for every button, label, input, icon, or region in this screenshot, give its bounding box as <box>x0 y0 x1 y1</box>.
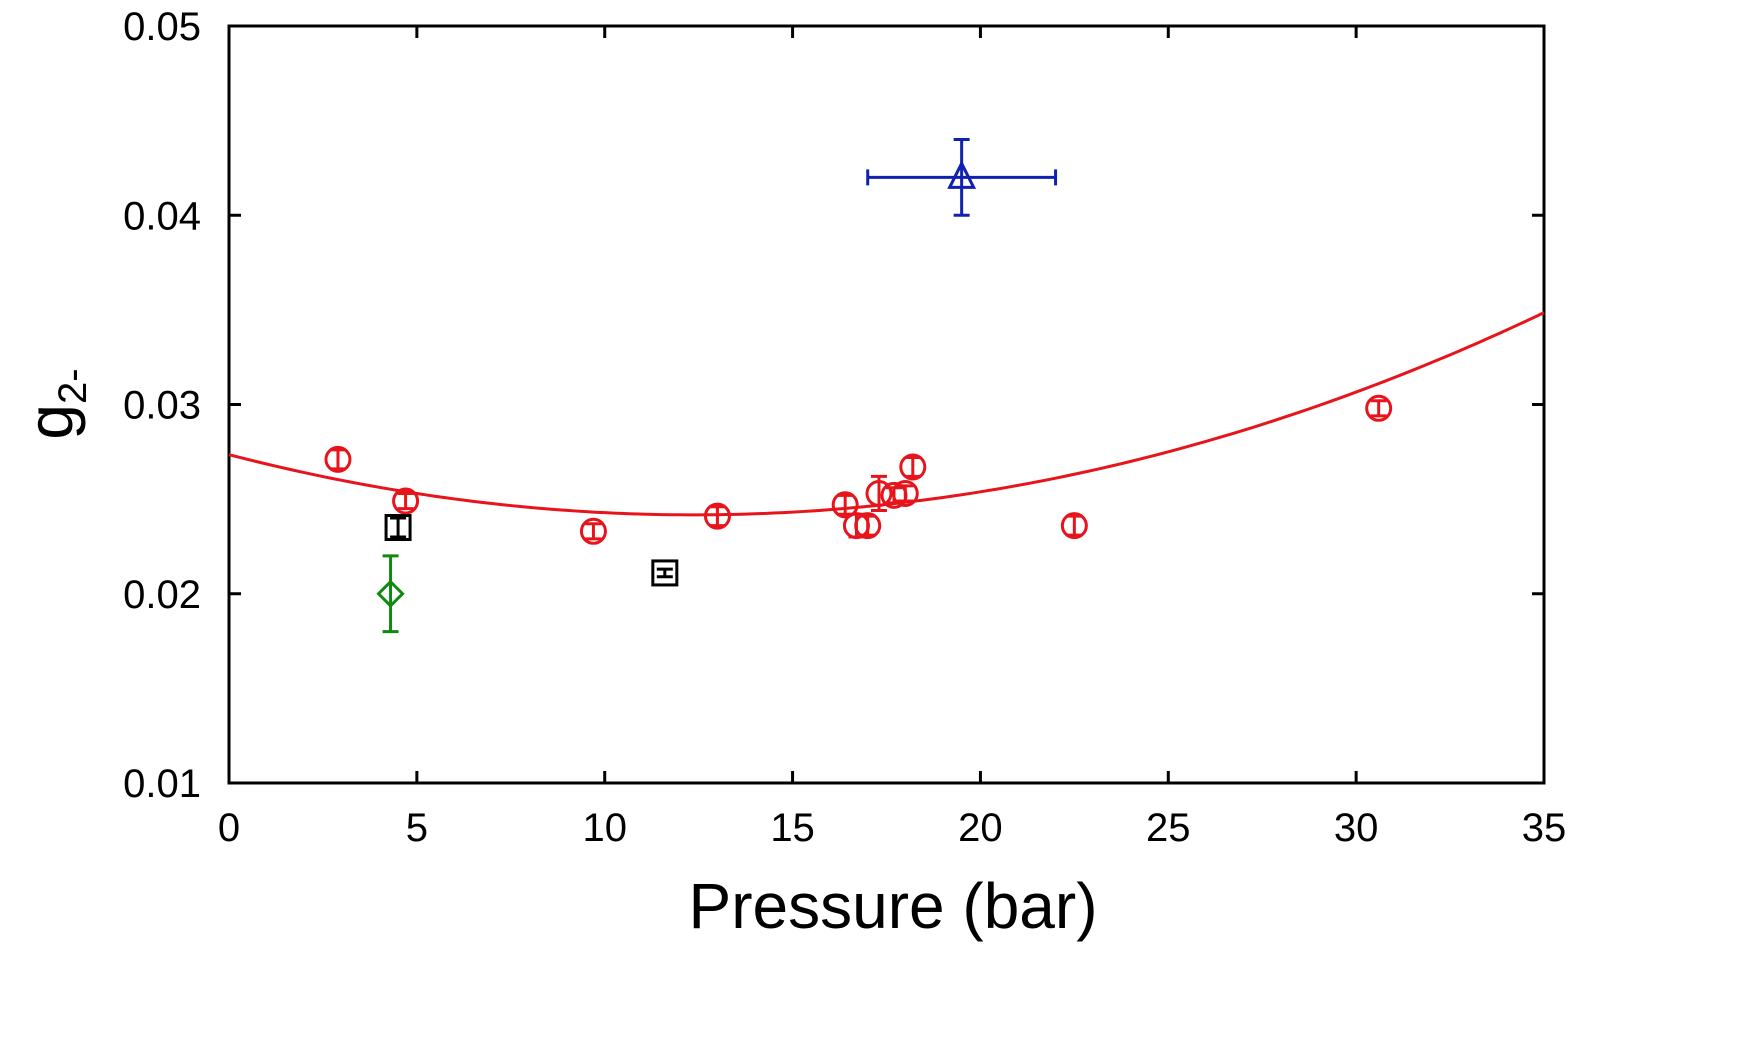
data-point <box>891 479 919 507</box>
data-point <box>384 514 412 542</box>
x-tick-label: 0 <box>218 806 240 850</box>
circle-marker <box>703 502 731 530</box>
diamond-marker <box>376 579 405 608</box>
x-tick-label: 30 <box>1334 806 1379 850</box>
y-tick-label: 0.04 <box>123 194 201 238</box>
data-point <box>324 445 352 473</box>
x-tick-label: 35 <box>1522 806 1567 850</box>
x-tick-label: 15 <box>770 806 815 850</box>
triangle-marker <box>947 160 977 189</box>
y-tick-label: 0.05 <box>123 5 201 49</box>
square-marker <box>384 514 412 542</box>
x-tick-label: 5 <box>406 806 428 850</box>
axis-ticks <box>227 24 1546 785</box>
series-blue-triangle <box>866 138 1058 217</box>
y-tick-label: 0.02 <box>123 573 201 617</box>
circle-marker <box>865 479 893 507</box>
y-axis-label: g2- <box>14 368 95 439</box>
x-tick-label: 10 <box>582 806 627 850</box>
data-point <box>579 517 607 545</box>
circle-marker <box>854 512 882 540</box>
data-points-group <box>324 138 1393 634</box>
x-axis-label: Pressure (bar) <box>689 870 1098 942</box>
plot-frame <box>227 24 1546 785</box>
data-point <box>392 487 420 515</box>
data-point <box>651 559 679 587</box>
y-tick-label: 0.01 <box>123 762 201 806</box>
data-point <box>899 453 927 481</box>
y-axis-label-base: g <box>14 404 86 440</box>
x-tick-label: 20 <box>958 806 1003 850</box>
data-point <box>854 512 882 540</box>
data-point <box>1365 394 1393 422</box>
series-red-circles <box>324 394 1393 545</box>
circle-marker <box>579 517 607 545</box>
x-tick-label: 25 <box>1146 806 1191 850</box>
circle-marker <box>899 453 927 481</box>
y-axis-label-subscript: 2- <box>51 368 95 404</box>
series-black-squares <box>384 514 679 587</box>
data-point <box>865 474 893 512</box>
circle-marker <box>324 445 352 473</box>
data-point <box>1060 512 1088 540</box>
circle-marker <box>831 491 859 519</box>
circle-marker <box>392 487 420 515</box>
axis-tick-labels: 0 5 10 15 20 25 30 35 0.01 0.02 0.03 0.04 0.05 <box>123 5 1566 850</box>
data-point <box>866 138 1058 217</box>
y-tick-label: 0.03 <box>123 384 201 428</box>
data-point <box>703 502 731 530</box>
circle-marker <box>1060 512 1088 540</box>
circle-marker <box>1365 394 1393 422</box>
circle-marker <box>891 479 919 507</box>
data-point <box>831 491 859 519</box>
square-marker <box>651 559 679 587</box>
data-point <box>376 554 405 634</box>
series-green-diamond <box>376 554 405 634</box>
